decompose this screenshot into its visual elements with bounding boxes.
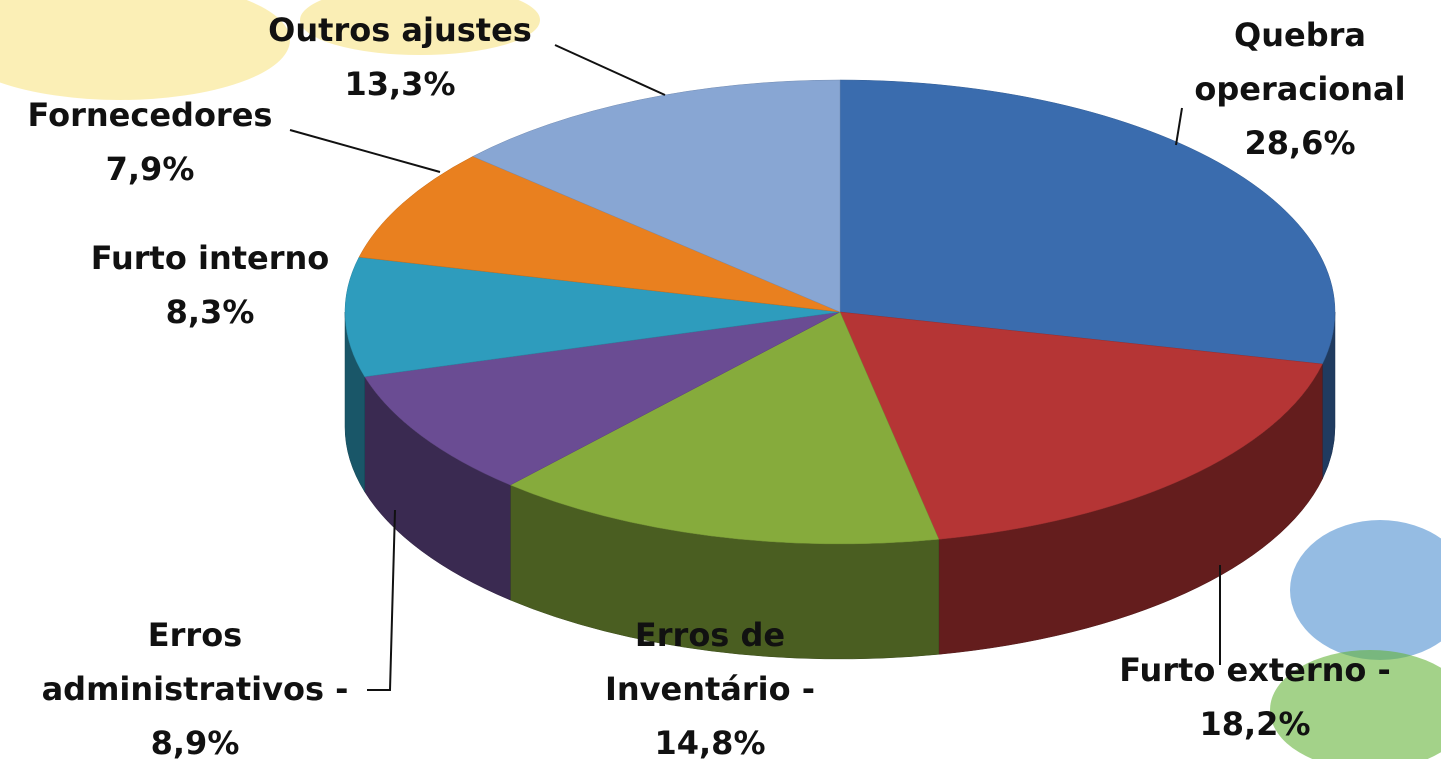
value-label: 8,9% (5, 716, 385, 770)
category-label: Furto externo - (1095, 643, 1415, 697)
category-label: Erros de Inventário - (580, 608, 840, 716)
value-label: 14,8% (580, 716, 840, 770)
value-label: 28,6% (1160, 116, 1440, 170)
value-label: 13,3% (240, 57, 560, 111)
slice-label: Erros administrativos -8,9% (5, 608, 385, 770)
value-label: 7,9% (10, 142, 290, 196)
slice-label: Furto externo -18,2% (1095, 643, 1415, 751)
slice-label: Erros de Inventário -14,8% (580, 608, 840, 770)
value-label: 8,3% (60, 285, 360, 339)
category-label: Furto interno (60, 231, 360, 285)
value-label: 18,2% (1095, 697, 1415, 751)
category-label: Erros administrativos - (5, 608, 385, 716)
page: Quebra operacional28,6% Furto externo -18… (0, 0, 1441, 759)
category-label: Quebra operacional (1160, 8, 1440, 116)
category-label: Outros ajustes (240, 3, 560, 57)
